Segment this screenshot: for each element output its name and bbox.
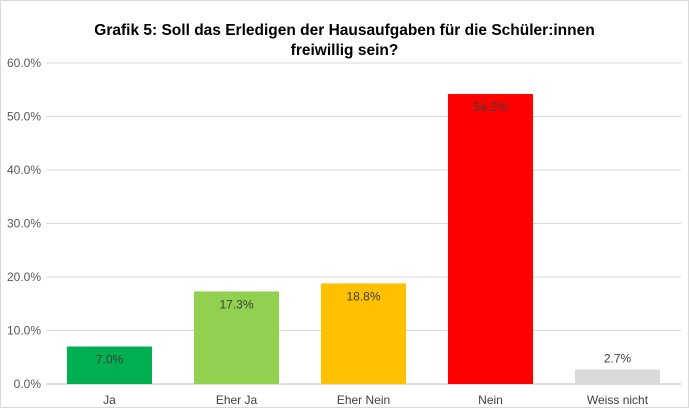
y-tick-label: 60.0%	[7, 56, 41, 70]
y-tick-label: 50.0%	[7, 110, 41, 124]
data-label: 18.8%	[346, 289, 380, 303]
data-label: 17.3%	[219, 297, 253, 311]
x-tick-label: Eher Nein	[337, 393, 390, 407]
data-label: 54.2%	[473, 100, 507, 114]
data-label: 2.7%	[604, 352, 632, 366]
bar-eher-ja	[193, 291, 280, 384]
chart-title-line-1: Grafik 5: Soll das Erledigen der Hausauf…	[94, 22, 595, 39]
bar-eher-nein	[320, 283, 407, 384]
y-tick-label: 10.0%	[7, 324, 41, 338]
x-tick-label: Eher Ja	[216, 393, 258, 407]
data-label: 7.0%	[96, 353, 124, 367]
y-tick-label: 20.0%	[7, 270, 41, 284]
chart-title-line-2: freiwillig sein?	[290, 42, 399, 59]
y-tick-label: 30.0%	[7, 217, 41, 231]
y-tick-label: 0.0%	[14, 377, 42, 391]
bar-ja	[66, 346, 153, 384]
x-tick-label: Nein	[478, 393, 503, 407]
bar-weiss-nicht	[574, 369, 661, 384]
x-tick-label: Weiss nicht	[587, 393, 649, 407]
chart-title: Grafik 5: Soll das Erledigen der Hausauf…	[1, 21, 688, 61]
y-tick-label: 40.0%	[7, 163, 41, 177]
bar-nein	[447, 94, 534, 384]
x-tick-label: Ja	[103, 393, 116, 407]
